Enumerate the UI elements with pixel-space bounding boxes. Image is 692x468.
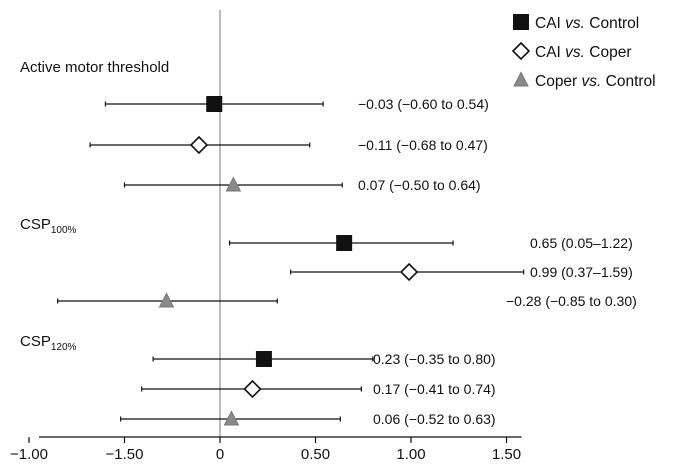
x-tick-label: 0 xyxy=(216,446,224,463)
legend-label: CAI vs. Coper xyxy=(535,44,632,61)
point-estimate-square xyxy=(206,96,223,112)
point-estimate-square xyxy=(336,235,353,251)
effect-size-label: 0.23 (−0.35 to 0.80) xyxy=(373,351,496,367)
point-estimate-square xyxy=(255,351,272,367)
group-label: CSP120% xyxy=(20,333,77,353)
point-estimate-diamond xyxy=(243,379,262,399)
x-tick-label: 1.00 xyxy=(396,446,425,463)
legend-marker-square xyxy=(513,14,529,30)
group-label-subscript: 100% xyxy=(51,225,77,236)
group-label: Active motor threshold xyxy=(20,59,169,76)
point-estimate-diamond xyxy=(399,262,419,282)
effect-size-label: 0.17 (−0.41 to 0.74) xyxy=(373,381,496,397)
x-tick-label: −1.50 xyxy=(106,446,144,463)
group-label-main: Active motor threshold xyxy=(20,59,169,76)
x-tick-label: −1.00 xyxy=(10,446,48,463)
group-label-subscript: 120% xyxy=(51,342,77,353)
legend-label: CAI vs. Control xyxy=(535,15,639,32)
legend-marker-diamond xyxy=(511,41,531,61)
effect-size-label: 0.07 (−0.50 to 0.64) xyxy=(358,177,481,193)
point-estimate-triangle xyxy=(223,410,240,426)
effect-size-label: −0.11 (−0.68 to 0.47) xyxy=(358,137,488,153)
x-tick-label: 1.50 xyxy=(492,446,521,463)
effect-size-label: 0.99 (0.37–1.59) xyxy=(530,264,633,280)
effect-size-label: 0.65 (0.05–1.22) xyxy=(530,235,633,251)
point-estimate-diamond xyxy=(189,135,209,155)
legend-marker-triangle xyxy=(513,71,529,87)
effect-size-label: −0.03 (−0.60 to 0.54) xyxy=(358,96,489,112)
effect-size-label: 0.06 (−0.52 to 0.63) xyxy=(373,411,496,427)
legend-label: Coper vs. Control xyxy=(535,73,656,90)
group-label-main: CSP xyxy=(20,216,51,233)
group-label-main: CSP xyxy=(20,333,51,350)
effect-size-label: −0.28 (−0.85 to 0.30) xyxy=(506,293,637,309)
group-label: CSP100% xyxy=(20,216,77,236)
point-estimate-triangle xyxy=(225,176,242,192)
point-estimate-triangle xyxy=(158,292,175,308)
x-tick-label: 0.50 xyxy=(301,446,330,463)
